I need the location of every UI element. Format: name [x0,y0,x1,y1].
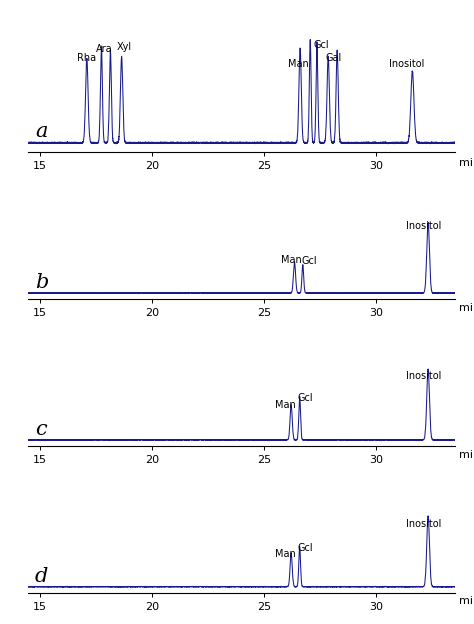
Text: Inositol: Inositol [406,371,441,381]
Text: Gcl: Gcl [298,543,313,553]
Text: b: b [35,273,48,292]
Text: Man: Man [275,399,296,410]
Text: Gcl: Gcl [314,40,329,50]
Text: Man: Man [288,59,309,69]
Text: c: c [35,420,46,439]
Text: min: min [459,157,474,167]
Text: Inositol: Inositol [389,59,424,69]
Text: Ara: Ara [96,44,112,54]
Text: Man: Man [275,548,296,558]
Text: Gal: Gal [326,52,342,62]
Text: Rha: Rha [77,52,96,62]
Text: Man: Man [281,255,302,265]
Text: Inositol: Inositol [406,221,441,231]
Text: d: d [35,567,48,585]
Text: min: min [459,303,474,313]
Text: min: min [459,449,474,459]
Text: Xyl: Xyl [117,42,132,52]
Text: Gcl: Gcl [301,256,317,266]
Text: min: min [459,597,474,607]
Text: Inositol: Inositol [406,519,441,529]
Text: Gcl: Gcl [298,392,313,402]
Text: a: a [35,122,47,142]
